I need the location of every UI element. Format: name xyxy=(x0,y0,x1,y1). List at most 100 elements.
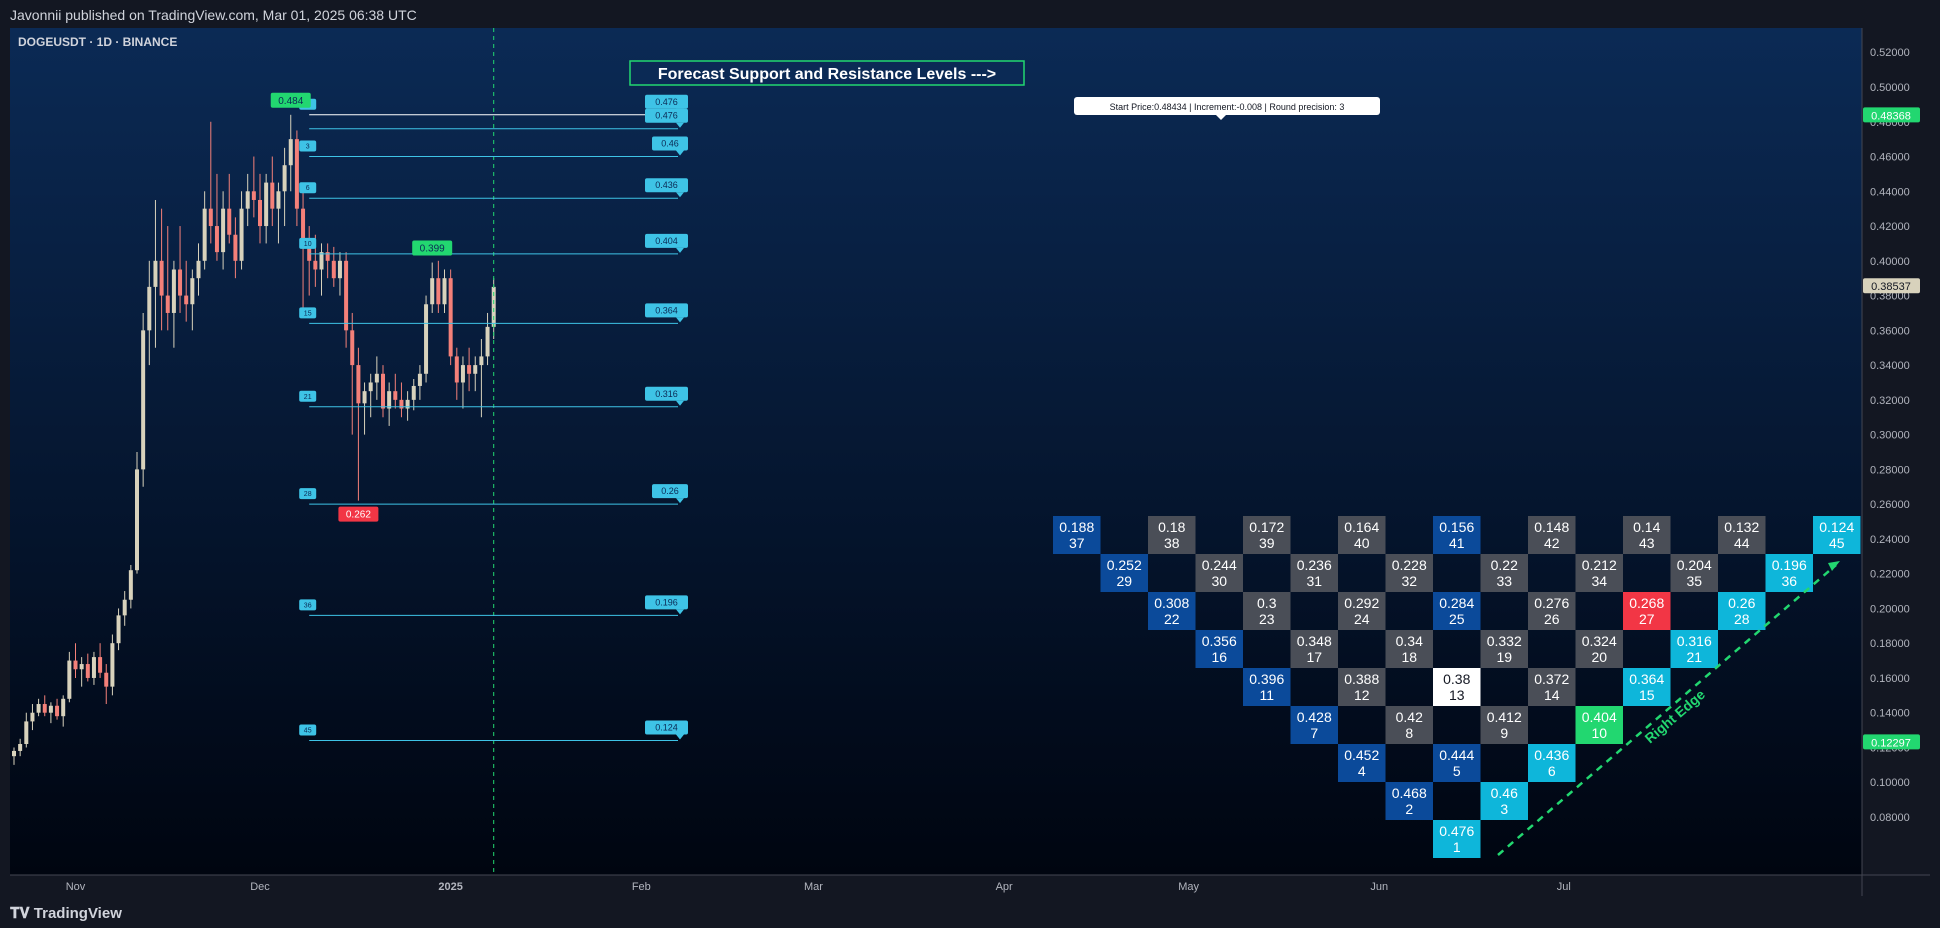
tradingview-logo[interactable]: 𝐓𝐕 TradingView xyxy=(10,905,122,922)
brand-label: TradingView xyxy=(33,905,122,922)
candle-body xyxy=(190,278,195,305)
right-edge-arrowhead xyxy=(1828,561,1840,571)
level-index-label: 3 xyxy=(306,144,310,151)
forecast-cell-bg xyxy=(1338,744,1386,782)
forecast-cell-index: 44 xyxy=(1734,535,1750,551)
forecast-cell-bg xyxy=(1575,706,1623,744)
forecast-cell-index: 5 xyxy=(1453,763,1461,779)
forecast-cell-bg xyxy=(1433,744,1481,782)
candle-body xyxy=(307,243,312,261)
chart-svg[interactable]: DOGEUSDT · 1D · BINANCE 0.52000 0.50000 0.4… xyxy=(10,28,1930,896)
level-price-label: 0.476 xyxy=(655,97,678,107)
price-axis-bg xyxy=(1862,28,1930,896)
level-line: 0.476 xyxy=(309,108,688,130)
forecast-cell-value: 0.148 xyxy=(1534,519,1569,535)
y-tick-label: 0.16000 xyxy=(1870,673,1910,685)
forecast-cell-value: 0.268 xyxy=(1629,595,1664,611)
level-index-tag xyxy=(299,140,317,152)
candle-body xyxy=(424,304,429,374)
level-tag-pointer xyxy=(676,150,684,156)
forecast-cell-value: 0.236 xyxy=(1297,557,1332,573)
candle-body xyxy=(442,278,447,305)
candle-body xyxy=(153,260,158,287)
forecast-cell-index: 43 xyxy=(1639,535,1655,551)
x-tick-label: 2025 xyxy=(438,881,462,893)
pivot-label: 0.262 xyxy=(346,510,371,521)
candle-body xyxy=(91,657,96,678)
pivot-label: 0.484 xyxy=(278,96,303,107)
candle-body xyxy=(122,599,127,616)
tv-logo-icon: 𝐓𝐕 xyxy=(10,905,30,922)
candle-body xyxy=(196,260,201,279)
level-tag-pointer xyxy=(676,317,684,323)
publish-info: Javonnii published on TradingView.com, M… xyxy=(10,7,417,23)
forecast-cell-bg xyxy=(1528,744,1576,782)
candle-body xyxy=(214,226,219,253)
forecast-cell: 0.463 xyxy=(1480,782,1528,820)
forecast-cell-value: 0.38 xyxy=(1443,671,1470,687)
candles-group xyxy=(12,114,496,765)
y-tick-label: 0.22000 xyxy=(1870,569,1910,581)
forecast-cell-value: 0.156 xyxy=(1439,519,1474,535)
candle-body xyxy=(165,295,170,313)
candle-body xyxy=(460,365,465,383)
forecast-cell-index: 30 xyxy=(1211,573,1227,589)
forecast-cell-bg xyxy=(1100,554,1148,592)
candle-body xyxy=(85,664,90,678)
pivot-marker: 0.399 xyxy=(412,240,453,256)
candle-body xyxy=(178,269,183,296)
x-tick-label: Mar xyxy=(804,881,823,893)
y-tick-label: 0.30000 xyxy=(1870,430,1910,442)
forecast-cell-value: 0.452 xyxy=(1344,747,1379,763)
pivot-marker: 0.262 xyxy=(338,506,379,522)
forecast-cell-value: 0.324 xyxy=(1582,633,1617,649)
level-line: 21 0.316 xyxy=(299,386,688,408)
candle-body xyxy=(24,721,29,744)
forecast-cell-value: 0.428 xyxy=(1297,709,1332,725)
level-index-tag xyxy=(299,237,317,249)
forecast-title-border xyxy=(629,60,1025,86)
info-label-pointer xyxy=(1216,115,1226,120)
forecast-cell-index: 38 xyxy=(1164,535,1180,551)
candle-body xyxy=(436,278,441,305)
forecast-cell-bg xyxy=(1433,820,1481,858)
forecast-cell-index: 21 xyxy=(1686,649,1702,665)
forecast-cell-index: 29 xyxy=(1116,573,1132,589)
forecast-cell-index: 27 xyxy=(1639,611,1655,627)
forecast-cell-index: 4 xyxy=(1358,763,1366,779)
candle-body xyxy=(381,373,385,409)
forecast-cell-index: 41 xyxy=(1449,535,1465,551)
forecast-cell-index: 22 xyxy=(1164,611,1180,627)
forecast-cell-value: 0.244 xyxy=(1202,557,1237,573)
candle-body xyxy=(301,208,306,244)
x-tick-label: Jun xyxy=(1370,881,1388,893)
forecast-cell-bg xyxy=(1148,516,1196,554)
forecast-cell-index: 42 xyxy=(1544,535,1560,551)
candle-body xyxy=(42,704,47,713)
forecast-cell-index: 28 xyxy=(1734,611,1750,627)
level-price-label: 0.196 xyxy=(655,597,678,607)
y-tick-label: 0.36000 xyxy=(1870,325,1910,337)
forecast-cell-value: 0.316 xyxy=(1677,633,1712,649)
forecast-cell-index: 9 xyxy=(1500,725,1508,741)
price-axis-tag-label: 0.48368 xyxy=(1871,110,1911,122)
candle-body xyxy=(393,391,398,400)
forecast-cell-index: 11 xyxy=(1259,687,1274,703)
forecast-cell-bg xyxy=(1813,516,1861,554)
pivot-box xyxy=(338,506,379,522)
y-tick-label: 0.18000 xyxy=(1870,638,1910,650)
